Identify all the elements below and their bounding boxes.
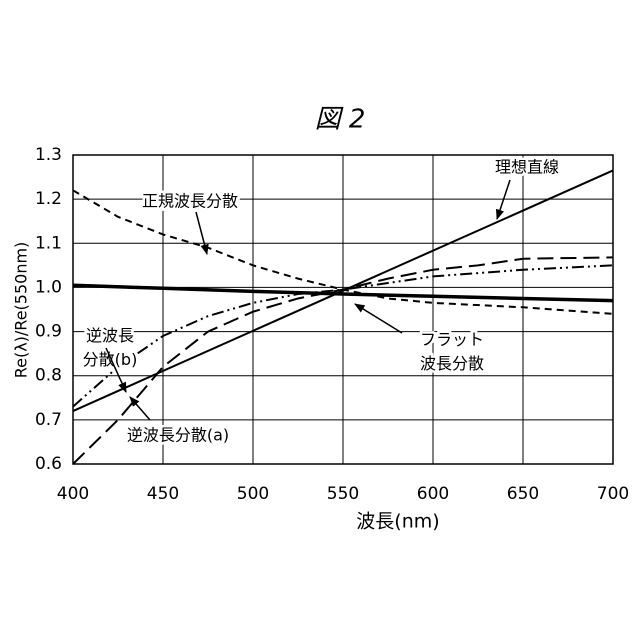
page: {"chart_data": { "type": "line", "title"… xyxy=(0,0,640,640)
y-tick-label: 0.7 xyxy=(35,410,62,430)
y-tick-label: 0.8 xyxy=(35,366,62,386)
y-tick-label: 0.6 xyxy=(35,454,62,474)
x-tick-label: 600 xyxy=(417,484,449,504)
y-axis-label: Re(λ)/Re(550nm) xyxy=(12,242,31,379)
label-line: 逆波長 xyxy=(86,326,134,345)
series-label: 正規波長分散 xyxy=(142,192,238,211)
label-line: 波長分散 xyxy=(420,354,484,373)
chart: 図 2 波長(nm) Re(λ)/Re(550nm) 0.6 0.7 0.8 0.9 1… xyxy=(0,0,640,640)
x-tick-label: 400 xyxy=(57,484,89,504)
x-tick-label: 650 xyxy=(507,484,539,504)
label-line: フラット xyxy=(420,330,484,349)
series-label: 理想直線 xyxy=(495,158,559,177)
x-tick-label: 450 xyxy=(147,484,179,504)
x-tick-label: 550 xyxy=(327,484,359,504)
annotation-arrow xyxy=(196,212,207,254)
series-label: 逆波長分散(a) xyxy=(127,426,229,445)
annotation-arrow xyxy=(355,304,402,333)
label-line: 分散(b) xyxy=(83,350,138,369)
chart-title: 図 2 xyxy=(315,105,366,135)
x-tick-label: 500 xyxy=(237,484,269,504)
series-label: 逆波長分散(b) xyxy=(83,326,138,369)
x-axis-label: 波長(nm) xyxy=(356,511,439,533)
y-tick-label: 1.0 xyxy=(35,277,62,297)
y-tick-label: 1.3 xyxy=(35,145,62,165)
y-tick-label: 0.9 xyxy=(35,322,62,342)
series-label: フラット波長分散 xyxy=(420,330,484,373)
x-tick-label: 700 xyxy=(597,484,629,504)
y-tick-label: 1.2 xyxy=(35,189,62,209)
y-tick-label: 1.1 xyxy=(35,233,62,253)
annotation-arrow xyxy=(130,397,150,420)
